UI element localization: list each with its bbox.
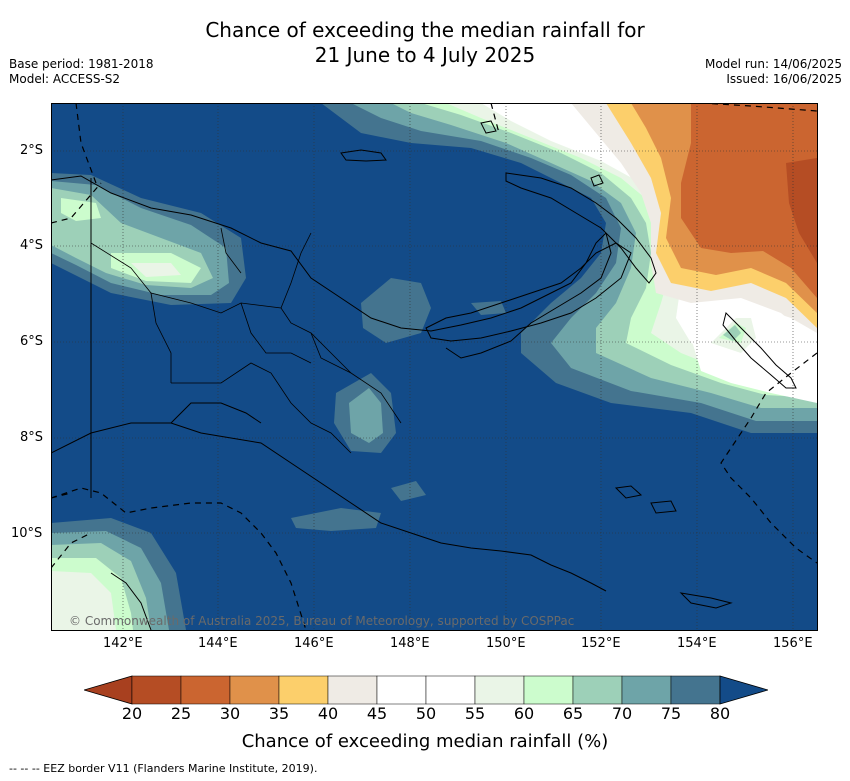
colorbar-tick-label: 35 bbox=[268, 704, 290, 723]
southwest-bands bbox=[51, 518, 186, 630]
colorbar-under-arrow bbox=[82, 675, 133, 705]
colorbar-tick-label: 30 bbox=[219, 704, 241, 723]
model-info: Base period: 1981-2018 Model: ACCESS-S2 bbox=[9, 57, 154, 87]
model-run: Model run: 14/06/2025 bbox=[704, 57, 842, 71]
colorbar-bin bbox=[376, 675, 427, 705]
colorbar-bin bbox=[474, 675, 525, 705]
colorbar-tick-label: 20 bbox=[121, 704, 143, 723]
lat-label-4s: 4°S bbox=[20, 238, 44, 253]
lon-label-154e: 154°E bbox=[677, 636, 717, 651]
issued-date: Issued: 16/06/2025 bbox=[726, 72, 842, 86]
lon-label-146e: 146°E bbox=[294, 636, 334, 651]
colorbar-tick-label: 55 bbox=[464, 704, 486, 723]
colorbar-tick-label: 80 bbox=[709, 704, 731, 723]
colorbar-bin bbox=[327, 675, 378, 705]
lat-label-10s: 10°S bbox=[11, 526, 43, 541]
model-name: Model: ACCESS-S2 bbox=[9, 72, 121, 86]
colorbar-tick-label: 45 bbox=[366, 704, 388, 723]
colorbar-bin bbox=[278, 675, 329, 705]
colorbar-bin bbox=[131, 675, 182, 705]
eez-footnote: -- -- -- EEZ border V11 (Flanders Marine… bbox=[9, 762, 318, 775]
lat-label-8s: 8°S bbox=[20, 430, 44, 445]
colorbar bbox=[82, 675, 770, 709]
coastlines bbox=[51, 120, 797, 630]
copyright-notice: © Commonwealth of Australia 2025, Bureau… bbox=[69, 614, 575, 628]
colorbar-tick-label: 75 bbox=[660, 704, 682, 723]
lat-label-6s: 6°S bbox=[20, 334, 44, 349]
title-line-2: 21 June to 4 July 2025 bbox=[314, 43, 536, 67]
colorbar-tick-label: 40 bbox=[317, 704, 339, 723]
eez-borders bbox=[51, 103, 817, 630]
lat-label-2s: 2°S bbox=[20, 143, 44, 158]
lon-label-142e: 142°E bbox=[103, 636, 143, 651]
colorbar-tick-label: 25 bbox=[170, 704, 192, 723]
colorbar-title: Chance of exceeding median rainfall (%) bbox=[241, 731, 609, 752]
run-info: Model run: 14/06/2025 Issued: 16/06/2025 bbox=[705, 57, 842, 87]
lon-label-152e: 152°E bbox=[581, 636, 621, 651]
map-svg bbox=[51, 103, 817, 630]
lon-label-148e: 148°E bbox=[390, 636, 430, 651]
colorbar-bin bbox=[523, 675, 574, 705]
colorbar-tick-label: 60 bbox=[513, 704, 535, 723]
colorbar-tick-label: 70 bbox=[611, 704, 633, 723]
colorbar-tick-label: 65 bbox=[562, 704, 584, 723]
gridlines bbox=[51, 103, 817, 630]
colorbar-tick-label: 50 bbox=[415, 704, 437, 723]
rainfall-map: © Commonwealth of Australia 2025, Bureau… bbox=[51, 103, 817, 630]
colorbar-bin bbox=[180, 675, 231, 705]
base-period: Base period: 1981-2018 bbox=[9, 57, 154, 71]
title-line-1: Chance of exceeding the median rainfall … bbox=[205, 18, 645, 42]
colorbar-bin bbox=[229, 675, 280, 705]
lon-label-144e: 144°E bbox=[198, 636, 238, 651]
colorbar-svg bbox=[82, 675, 770, 705]
provincial-borders bbox=[90, 227, 402, 454]
colorbar-bin bbox=[572, 675, 623, 705]
colorbar-bin bbox=[621, 675, 672, 705]
lon-label-156e: 156°E bbox=[773, 636, 813, 651]
colorbar-bin bbox=[670, 675, 721, 705]
lon-label-150e: 150°E bbox=[486, 636, 526, 651]
colorbar-over-arrow bbox=[719, 675, 770, 705]
map-title: Chance of exceeding the median rainfall … bbox=[0, 18, 850, 68]
colorbar-bin bbox=[425, 675, 476, 705]
northeast-bands bbox=[321, 103, 817, 433]
